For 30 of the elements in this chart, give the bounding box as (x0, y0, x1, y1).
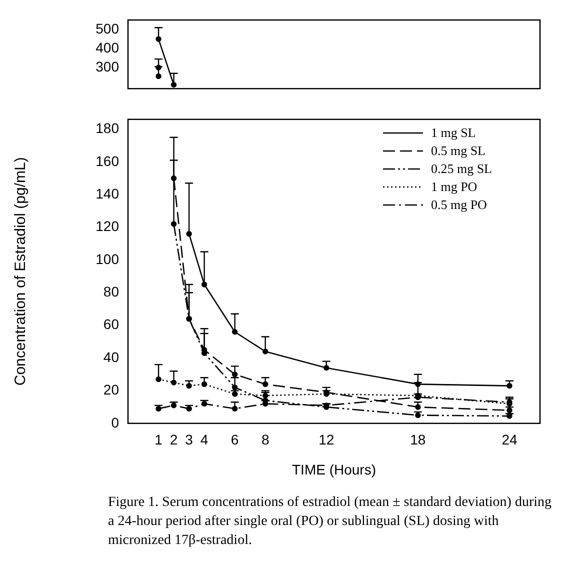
x-tick-label: 1 (154, 432, 163, 448)
legend-label: 0.5 mg SL (430, 143, 486, 159)
y-tick-label: 400 (96, 39, 120, 56)
y-tick-label: 300 (96, 58, 120, 74)
y-tick-label: 60 (103, 316, 120, 332)
x-tick-label: 3 (185, 432, 194, 448)
y-tick-label: 160 (96, 152, 120, 169)
x-tick-label: 2 (170, 432, 178, 448)
y-tick-label: 100 (96, 250, 120, 267)
x-tick-label: 24 (502, 432, 518, 448)
y-tick-label: 500 (96, 20, 120, 36)
caption: Figure 1. Serum concentrations of estradiol (mean ± standard deviation) during a 24-hour period after single oral (PO) or sublingual (SL) dosing with micronized 17β-estradiol. (108, 494, 553, 550)
x-axis-title: TIME (Hours) (292, 461, 376, 478)
y-tick-label: 0 (111, 414, 120, 430)
legend-label: 0.25 mg SL (430, 161, 492, 177)
x-tick-label: 8 (261, 432, 270, 448)
x-tick-label: 6 (230, 432, 239, 448)
y-tick-label: 20 (103, 382, 120, 398)
y-tick-label: 40 (103, 348, 120, 365)
x-tick-label: 4 (200, 432, 208, 448)
y-tick-label: 120 (96, 218, 120, 234)
x-tick-label: 12 (318, 432, 334, 448)
y-tick-label: 180 (96, 120, 120, 136)
y-tick-label: 80 (103, 284, 120, 300)
y-axis-title: Concentration of Estradiol (pg/mL) (12, 157, 30, 386)
legend-label: 0.5 mg PO (430, 197, 487, 213)
legend-label: 1 mg PO (430, 179, 478, 195)
x-tick-label: 18 (410, 432, 426, 448)
legend-label: 1 mg SL (430, 125, 476, 141)
y-tick-label: 140 (96, 185, 120, 202)
